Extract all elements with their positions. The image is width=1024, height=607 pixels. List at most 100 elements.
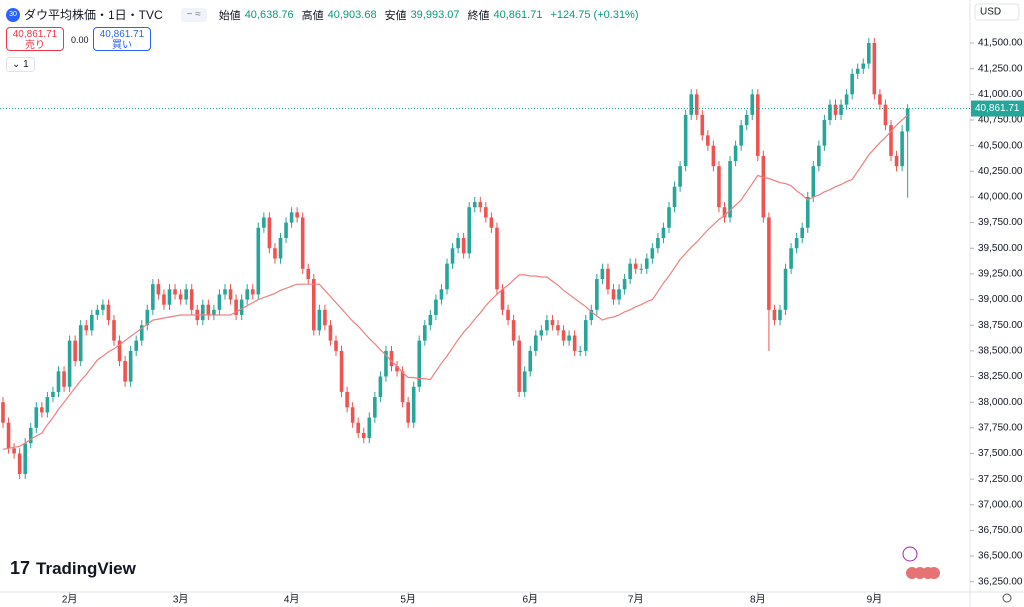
candle-body [156, 284, 161, 295]
close-value: 40,861.71 [493, 8, 543, 21]
candle-body [683, 114, 688, 167]
x-tick-label: 2月 [62, 594, 78, 606]
logo-mark: 17 [10, 558, 31, 578]
candle-body [517, 340, 521, 392]
change-value: +124.75 (+0.31%) [550, 8, 639, 21]
y-tick-label: 37,500.00 [978, 448, 1023, 459]
candle-body [611, 289, 616, 300]
event-icon[interactable] [902, 546, 918, 562]
high-label: 高値 [301, 9, 324, 22]
logo: 17 TradingView [10, 558, 136, 579]
candle-body [317, 309, 322, 331]
y-tick-label: 37,250.00 [978, 474, 1023, 485]
y-tick-label: 40,250.00 [978, 166, 1023, 177]
candle-body [201, 304, 205, 321]
candle-body [545, 320, 549, 331]
candle-body [661, 227, 666, 238]
candle-body [511, 320, 516, 341]
candle-body [883, 104, 888, 126]
candle-body [667, 207, 671, 228]
candle-body [34, 407, 39, 428]
y-tick-label: 41,000.00 [978, 89, 1023, 100]
candle-body [284, 222, 288, 238]
candle-body [861, 63, 866, 69]
candle-body [839, 104, 843, 115]
candle-body [184, 289, 188, 300]
y-tick-label: 38,000.00 [978, 397, 1023, 408]
candle-body [323, 309, 327, 326]
y-tick-label: 39,000.00 [978, 294, 1023, 305]
y-tick-label: 38,500.00 [978, 346, 1023, 357]
y-tick-label: 39,250.00 [978, 269, 1023, 280]
candle-body [850, 73, 854, 95]
candle-body [228, 289, 233, 300]
candle-body [711, 145, 716, 167]
candle-body [478, 202, 483, 208]
candle-body [17, 453, 22, 474]
candle-body [40, 407, 44, 413]
y-tick-label: 39,500.00 [978, 243, 1023, 254]
currency-button[interactable] [974, 3, 1020, 21]
compare-button[interactable]: − ≈ [180, 7, 207, 22]
x-tick-label: 6月 [522, 594, 538, 606]
candle-body [334, 340, 338, 351]
candle-body [389, 350, 394, 367]
high-value: 40,903.68 [327, 8, 377, 21]
candle-body [95, 309, 100, 315]
candle-body [756, 94, 760, 156]
y-tick-label: 38,250.00 [978, 371, 1023, 382]
candle-body [600, 268, 605, 280]
candle-body [767, 217, 771, 310]
candle-body [128, 350, 133, 382]
candle-body [889, 125, 893, 156]
candle-body [595, 279, 599, 310]
indicator-toggle[interactable]: ⌄ 1 [6, 57, 35, 72]
event-icon[interactable] [928, 567, 940, 579]
candle-body [45, 397, 50, 413]
candle-body [256, 227, 261, 295]
candle-body [6, 422, 11, 449]
candle-body [467, 207, 471, 254]
candle-body [434, 299, 438, 315]
indicator-count: 1 [23, 59, 29, 70]
candle-body [51, 391, 55, 398]
candle-body [789, 248, 793, 269]
candle-body [361, 432, 366, 439]
candle-body [561, 330, 566, 341]
candle-body [84, 325, 89, 331]
candle-body [772, 309, 777, 321]
candle-body [67, 340, 72, 387]
sell-label: 売り [25, 40, 45, 51]
y-tick-label: 39,750.00 [978, 217, 1023, 228]
candle-body [484, 207, 488, 218]
x-tick-label: 9月 [867, 594, 883, 606]
y-tick-label: 41,250.00 [978, 63, 1023, 74]
candle-body [828, 104, 832, 120]
sell-button[interactable]: 40,861.71 売り [6, 27, 64, 51]
buy-button[interactable]: 40,861.71 買い [93, 27, 151, 51]
candle-body [761, 155, 766, 218]
buy-price: 40,861.71 [99, 29, 145, 40]
symbol-title[interactable]: ダウ平均株価・1日・TVC [24, 8, 163, 22]
candle-body [162, 294, 166, 305]
candle-body [189, 289, 194, 310]
candle-body [356, 422, 360, 433]
candle-body [173, 289, 177, 295]
candle-body [101, 304, 105, 310]
candle-body [295, 212, 299, 218]
candle-body [56, 371, 61, 392]
settings-icon[interactable] [1002, 593, 1012, 603]
candle-body [722, 207, 727, 218]
y-tick-label: 38,750.00 [978, 320, 1023, 331]
last-price-label: 40,861.71 [975, 103, 1020, 114]
candle-body [744, 114, 749, 126]
candle-body [339, 350, 344, 392]
candle-body [411, 386, 416, 423]
candle-body [439, 289, 444, 300]
spread: 0.00 [71, 35, 89, 45]
candle-body [783, 268, 788, 310]
y-tick-label: 36,250.00 [978, 576, 1023, 587]
low-value: 39,993.07 [410, 8, 460, 21]
plot [1, 37, 910, 480]
